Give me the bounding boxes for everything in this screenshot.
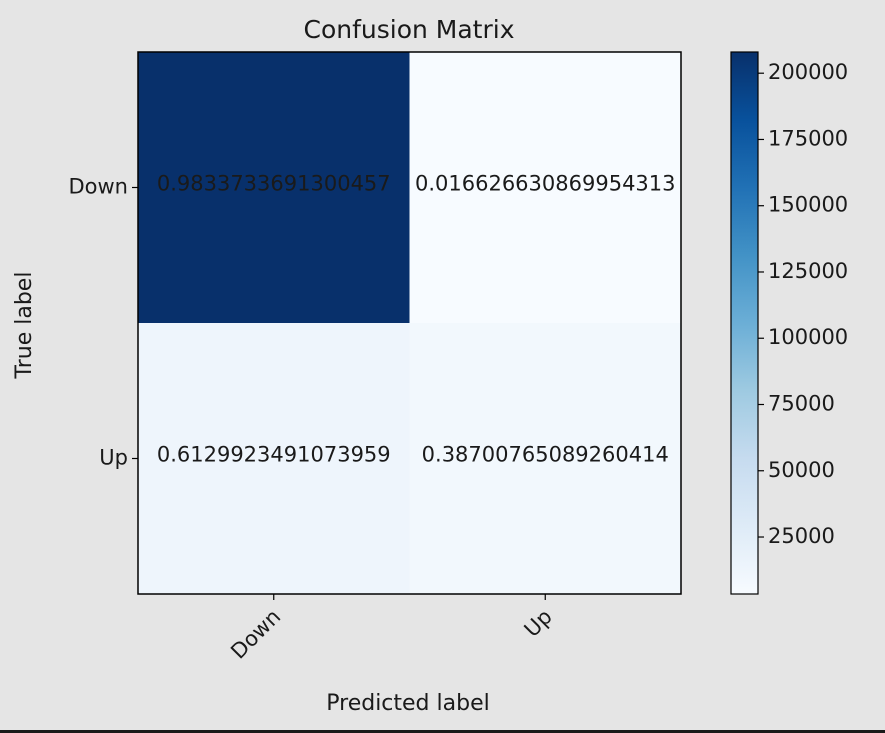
matrix-cell-up-down — [138, 323, 410, 594]
cell-value-label: 0.6129923491073959 — [157, 443, 391, 467]
colorbar-tick-label: 75000 — [768, 391, 835, 415]
cell-value-label: 0.9833733691300457 — [157, 172, 391, 196]
y-tick-label: Up — [99, 446, 128, 470]
colorbar-tick-label: 125000 — [768, 259, 848, 283]
colorbar-tick-label: 50000 — [768, 458, 835, 482]
matrix-cells — [138, 52, 681, 594]
colorbar — [730, 51, 759, 595]
cell-value-label: 0.38700765089260414 — [422, 443, 669, 467]
matrix-cell-labels: 0.9833733691300457 0.016626630869954313 0.… — [157, 172, 676, 467]
y-tick-label: Down — [68, 175, 128, 199]
colorbar-tick-label: 200000 — [768, 60, 848, 84]
y-axis-ticks: Down Up — [68, 175, 138, 470]
colorbar-ticks: 25000 50000 75000 100000 125000 150000 175000 2… — [758, 60, 848, 548]
x-axis-ticks: Down Up — [226, 594, 557, 664]
colorbar-tick-label: 25000 — [768, 524, 835, 548]
colorbar-tick-label: 150000 — [768, 193, 848, 217]
chart-title: Confusion Matrix — [303, 15, 514, 44]
x-axis-label: Predicted label — [326, 691, 489, 716]
matrix-cell-down-up — [409, 52, 681, 323]
x-tick-label: Up — [520, 605, 557, 642]
plot-frame — [137, 51, 682, 595]
cell-value-label: 0.016626630869954313 — [415, 172, 676, 196]
colorbar-tick-label: 175000 — [768, 126, 848, 150]
matrix-cell-down-down — [138, 52, 410, 323]
colorbar-tick-label: 100000 — [768, 325, 848, 349]
y-axis-label: True label — [12, 272, 37, 380]
bottom-border — [0, 730, 885, 733]
matrix-cell-up-up — [409, 323, 681, 594]
x-tick-label: Down — [226, 605, 285, 664]
